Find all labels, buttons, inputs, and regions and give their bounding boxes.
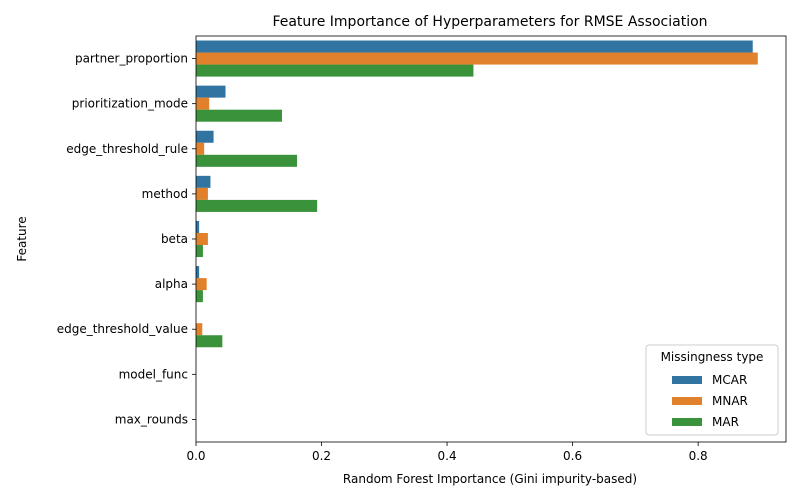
bar-mcar-method — [196, 175, 211, 188]
legend-label-mar: MAR — [712, 415, 739, 429]
legend-swatch-mnar — [672, 397, 702, 405]
legend-swatch-mcar — [672, 376, 702, 384]
bar-mnar-beta — [196, 232, 208, 246]
bar-mcar-edge-threshold-rule — [196, 130, 214, 143]
bar-mcar-prioritization-mode — [196, 85, 226, 98]
bar-mar-partner-proportion — [196, 64, 474, 77]
y-tick-label: beta — [161, 232, 188, 246]
y-tick-label: edge_threshold_value — [57, 322, 188, 336]
chart-title: Feature Importance of Hyperparameters fo… — [272, 14, 707, 30]
bar-mnar-method — [196, 187, 208, 200]
x-ticks-group: 0.0 0.2 0.4 0.6 0.8 — [186, 442, 708, 463]
x-tick-label: 0.4 — [438, 449, 457, 463]
y-tick-label: partner_proportion — [75, 52, 188, 66]
x-tick-label: 0.8 — [689, 449, 708, 463]
legend: Missingness type MCAR MNAR MAR — [645, 344, 779, 436]
bar-mnar-edge-threshold-rule — [196, 142, 205, 155]
y-tick-label: prioritization_mode — [72, 97, 188, 111]
legend-title: Missingness type — [661, 350, 764, 364]
y-axis-label: Feature — [15, 216, 29, 261]
bar-mcar-alpha — [196, 266, 200, 279]
bar-mnar-edge-threshold-value — [196, 323, 203, 336]
bar-mnar-prioritization-mode — [196, 97, 210, 110]
legend-label-mnar: MNAR — [712, 394, 748, 408]
bar-mcar-beta — [196, 220, 200, 233]
legend-frame — [645, 344, 779, 436]
y-tick-label: max_rounds — [115, 412, 188, 426]
y-tick-label: method — [142, 187, 188, 201]
plot-frame — [195, 35, 787, 443]
bar-mar-prioritization-mode — [196, 109, 282, 122]
legend-label-mcar: MCAR — [712, 373, 747, 387]
bars-group — [196, 40, 758, 348]
y-tick-label: edge_threshold_rule — [66, 142, 188, 156]
x-tick-label: 0.6 — [563, 449, 582, 463]
legend-swatch-mar — [672, 418, 702, 426]
x-axis-label: Random Forest Importance (Gini impurity-… — [343, 472, 637, 486]
bar-mcar-partner-proportion — [196, 40, 753, 53]
bar-mnar-alpha — [196, 278, 207, 291]
x-tick-label: 0.2 — [312, 449, 331, 463]
y-ticks-group: partner_proportion prioritization_modeedg… — [57, 52, 196, 426]
bar-mar-method — [196, 199, 318, 212]
bar-mar-edge-threshold-rule — [196, 154, 298, 167]
y-tick-label: model_func — [119, 367, 188, 381]
y-tick-label: alpha — [155, 277, 188, 291]
bar-mar-edge-threshold-value — [196, 335, 223, 348]
bar-mar-alpha — [196, 290, 203, 303]
bar-mnar-partner-proportion — [196, 52, 758, 65]
x-tick-label: 0.0 — [186, 449, 205, 463]
bar-mar-beta — [196, 245, 203, 258]
